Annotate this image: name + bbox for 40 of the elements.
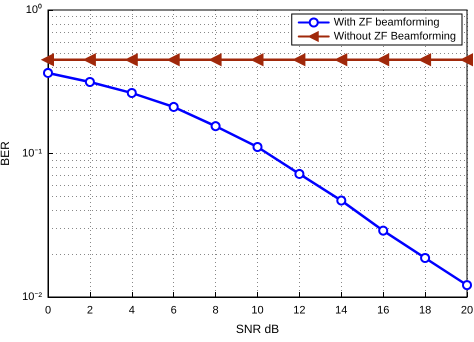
point: [420, 252, 430, 263]
point: [84, 76, 95, 87]
point: [42, 54, 54, 66]
legend-label: Without ZF Beamforming: [334, 30, 456, 42]
point: [252, 54, 264, 66]
y-axis-title: BER: [0, 140, 12, 166]
x-tick-label: 4: [128, 304, 135, 316]
point: [126, 54, 138, 66]
x-tick-label: 16: [377, 304, 390, 316]
x-tick-label: 20: [460, 304, 474, 316]
point: [294, 168, 304, 179]
point: [419, 54, 432, 66]
y-tick-label: 10⁰: [26, 3, 42, 16]
point: [43, 68, 53, 78]
point: [293, 54, 306, 66]
point: [210, 54, 222, 66]
point: [168, 102, 179, 112]
point: [168, 54, 180, 66]
x-tick-label: 14: [335, 304, 348, 316]
point: [252, 142, 262, 152]
x-axis-title: SNR dB: [236, 322, 280, 336]
x-tick-label: 0: [44, 304, 52, 316]
point: [84, 54, 96, 66]
point: [210, 121, 221, 132]
y-tick-label: 10⁻²: [22, 291, 42, 303]
x-tick-label: 8: [212, 304, 219, 316]
point: [462, 280, 472, 290]
x-tick-label: 18: [418, 304, 432, 316]
point: [377, 54, 390, 66]
point: [336, 196, 346, 206]
x-tick-label: 10: [251, 304, 264, 316]
x-tick-label: 2: [86, 304, 93, 316]
legend-label: With ZF beamforming: [334, 16, 440, 28]
point: [378, 226, 388, 236]
point: [461, 54, 473, 66]
point: [126, 88, 137, 98]
point: [335, 54, 348, 66]
y-tick-label: 10⁻¹: [22, 148, 42, 160]
x-tick-label: 12: [293, 304, 306, 316]
x-tick-label: 6: [170, 304, 177, 316]
